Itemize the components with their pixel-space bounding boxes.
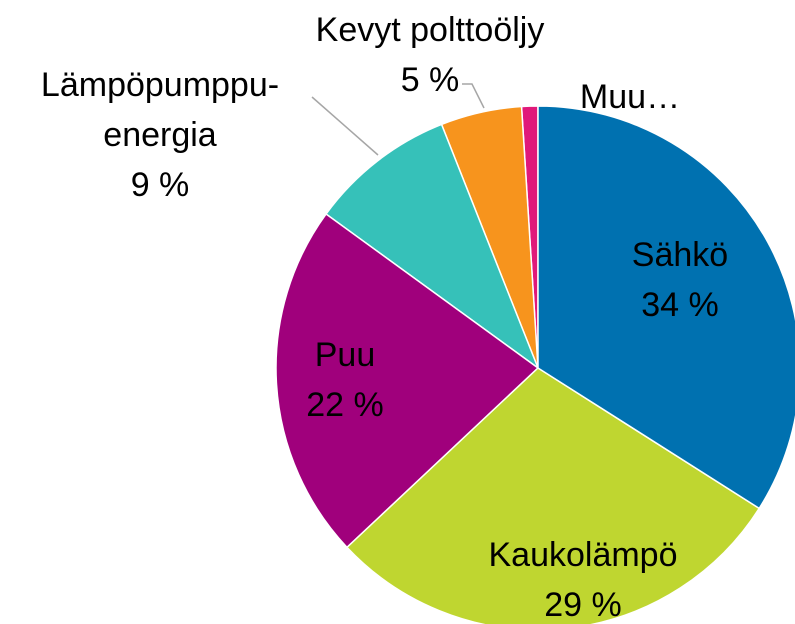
category-label: Lämpöpumppu-energia [40, 66, 280, 154]
value-label: 34 % [641, 286, 719, 324]
pie-slice [324, 123, 540, 371]
pie-slice [275, 212, 540, 549]
value-label: 5 % [400, 61, 460, 99]
value-label: 22 % [306, 386, 384, 424]
slice-label: Kaukolämpö 29 % [488, 530, 677, 624]
leader-line [462, 83, 485, 109]
category-label: Kaukolämpö [488, 536, 678, 574]
slice-label: Lämpöpumppu-energia 9 % [10, 60, 310, 210]
category-label: Kevyt polttoöljy [315, 11, 545, 49]
category-label: Sähkö [631, 236, 729, 274]
slice-label: Sähkö 34 % [632, 230, 728, 330]
slice-label: Muu… [580, 72, 680, 122]
category-label: Puu [314, 336, 376, 374]
value-label: 9 % [130, 166, 190, 204]
pie-slice [537, 105, 795, 510]
pie-slice [345, 367, 761, 624]
value-label: 29 % [544, 586, 622, 624]
category-label: Muu… [579, 78, 681, 116]
leader-line [311, 96, 379, 156]
slice-label: Puu 22 % [306, 330, 384, 430]
slice-label: Kevyt polttoöljy 5 % [316, 5, 545, 105]
